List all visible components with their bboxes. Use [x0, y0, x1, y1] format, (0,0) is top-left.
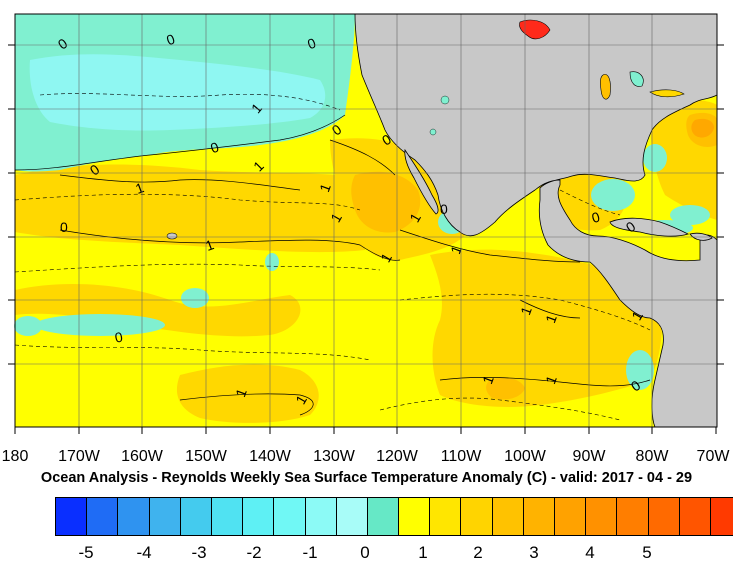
anomaly-region-neg [626, 350, 654, 390]
legend-swatch [679, 498, 711, 535]
anomaly-region-neg [29, 54, 326, 131]
contour-lines-solid [14, 114, 651, 416]
anomaly-region-pos [15, 284, 301, 337]
legend-swatch [555, 498, 587, 535]
anomaly-region-neg [15, 14, 120, 30]
legend-swatch [430, 498, 462, 535]
anomaly-region-pos [351, 171, 421, 233]
legend-swatch [648, 498, 680, 535]
longitude-label: 180 [1, 448, 29, 465]
grid-lines [15, 14, 717, 427]
sst-anomaly-map: 0 0 0 0 0 0 0 0 0 0 0 0 0 1 1 1 1 1 1 1 … [8, 13, 724, 434]
anomaly-region-neg [265, 253, 279, 271]
legend-swatch [617, 498, 649, 535]
legend-tick-label: -2 [246, 543, 262, 562]
longitude-label: 80W [635, 448, 669, 465]
legend-swatch [274, 498, 306, 535]
anomaly-region-pos [486, 377, 525, 400]
legend-tick-label: 2 [473, 543, 483, 562]
land-cuba [609, 217, 690, 237]
longitude-label: 120W [376, 448, 418, 465]
legend-tick-label: -1 [302, 543, 318, 562]
longitude-label: 170W [58, 448, 100, 465]
legend-tick-label: 0 [360, 543, 370, 562]
anomaly-region-neg [670, 205, 710, 225]
contour-lines-dashed [14, 93, 651, 421]
legend-swatch [586, 498, 618, 535]
legend-tick-label: 3 [529, 543, 539, 562]
map-frame [14, 13, 718, 428]
longitude-label: 90W [572, 448, 606, 465]
legend-tick-label: -3 [191, 543, 207, 562]
legend-swatch [180, 498, 212, 535]
longitude-label: 140W [249, 448, 291, 465]
color-legend-bar [55, 497, 733, 536]
legend-tick-label: -5 [78, 543, 94, 562]
contour-label: 0 [590, 209, 602, 227]
legend-swatch [211, 498, 244, 535]
anomaly-region-neg [591, 179, 635, 211]
longitude-label: 130W [313, 448, 355, 465]
contour-label: 0 [60, 219, 68, 235]
contour-label: 0 [440, 201, 448, 217]
land-baja [404, 148, 439, 215]
legend-swatch [243, 498, 275, 535]
legend-swatch [710, 498, 733, 535]
anomaly-region-neg [643, 144, 667, 172]
great-lake-michigan [600, 74, 611, 100]
legend-swatch [87, 498, 119, 535]
legend-swatch [492, 498, 524, 535]
longitude-label: 110W [440, 448, 482, 465]
legend-swatch [523, 498, 555, 535]
legend-swatch [461, 498, 493, 535]
anomaly-region-pos [691, 118, 714, 138]
legend-swatch [305, 498, 337, 535]
legend-swatch [399, 498, 431, 535]
lake-winnipeg [440, 95, 450, 105]
axis-ticks [8, 44, 724, 434]
legend-swatch [367, 498, 400, 535]
legend-swatch [118, 498, 150, 535]
legend-tick-label: 1 [418, 543, 428, 562]
anomaly-region-neg [14, 316, 42, 336]
anomaly-region-pos [176, 364, 319, 423]
lake-utah [429, 128, 437, 136]
legend-tick-label: 4 [585, 543, 595, 562]
anomaly-region-neg [181, 288, 209, 308]
great-lake-erie [649, 89, 685, 98]
legend-swatch [336, 498, 368, 535]
anomaly-region-pos [15, 164, 365, 253]
legend-tick-label: -4 [136, 543, 152, 562]
legend-tick-label: 5 [642, 543, 652, 562]
longitude-label: 100W [504, 448, 546, 465]
longitude-label: 160W [121, 448, 163, 465]
great-lake-huron [629, 71, 644, 87]
great-lake-superior [519, 19, 551, 40]
longitude-label: 70W [696, 448, 730, 465]
legend-swatch [56, 498, 88, 535]
land-hawaii [166, 232, 178, 240]
legend-swatch [149, 498, 181, 535]
anomaly-region-pos [430, 249, 662, 407]
contour-label: 0 [114, 329, 125, 346]
longitude-label: 150W [185, 448, 227, 465]
anomaly-region-neg [35, 314, 165, 336]
map-title: Ocean Analysis - Reynolds Weekly Sea Sur… [40, 470, 693, 486]
